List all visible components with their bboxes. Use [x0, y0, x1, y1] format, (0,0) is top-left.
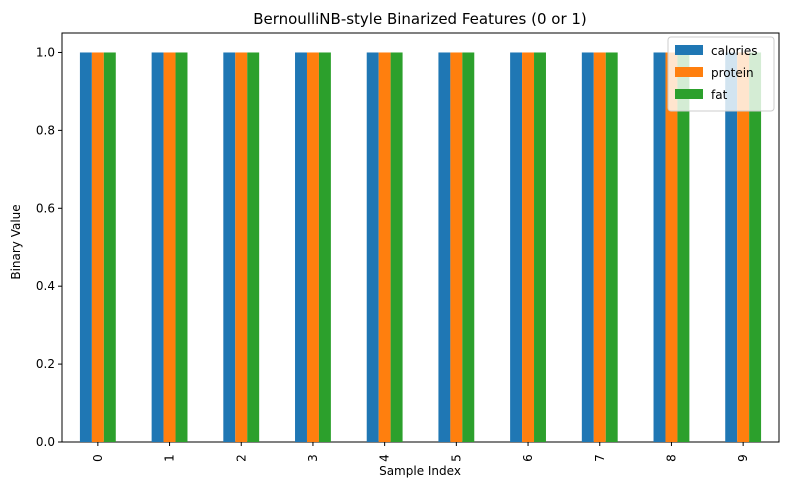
- bar-protein-2: [235, 52, 248, 442]
- y-tick-label: 0.0: [36, 435, 55, 449]
- x-tick-label: 6: [521, 454, 535, 462]
- legend-swatch-calories: [675, 45, 703, 55]
- bar-protein-8: [665, 52, 678, 442]
- bar-fat-4: [390, 52, 403, 442]
- x-tick-label: 0: [91, 454, 105, 462]
- legend-label-fat: fat: [711, 88, 728, 102]
- y-tick-label: 0.2: [36, 357, 55, 371]
- bar-fat-2: [247, 52, 260, 442]
- x-tick-label: 1: [163, 454, 177, 462]
- bar-protein-4: [378, 52, 391, 442]
- legend-swatch-fat: [675, 89, 703, 99]
- y-tick-label: 0.4: [36, 279, 55, 293]
- bar-fat-7: [605, 52, 618, 442]
- bar-calories-7: [581, 52, 594, 442]
- bar-calories-5: [438, 52, 451, 442]
- bar-calories-6: [510, 52, 523, 442]
- bar-protein-1: [163, 52, 176, 442]
- legend: calories protein fat: [667, 36, 775, 112]
- x-tick-label: 4: [378, 454, 392, 462]
- bar-calories-3: [295, 52, 307, 442]
- x-tick-label: 5: [449, 454, 463, 462]
- y-axis: 0.0 0.2 0.4 0.6 0.8 1.0: [36, 45, 62, 449]
- bar-protein-3: [306, 52, 319, 442]
- y-tick-label: 1.0: [36, 45, 55, 59]
- bar-calories-9: [725, 52, 738, 442]
- bar-fat-8: [677, 52, 690, 442]
- plot-area: [61, 32, 780, 443]
- bar-protein-5: [450, 52, 463, 442]
- plot-frame: [61, 32, 780, 443]
- y-tick-label: 0.8: [36, 123, 55, 137]
- x-tick-label: 3: [306, 454, 320, 462]
- bar-fat-9: [749, 52, 762, 442]
- x-axis: 0 1 2 3 4 5 6 7 8 9: [91, 442, 750, 462]
- bars: [79, 52, 762, 442]
- bar-fat-6: [534, 52, 546, 442]
- y-axis-label: Binary Value: [9, 204, 23, 279]
- bar-calories-1: [151, 52, 164, 442]
- x-tick-label: 7: [593, 454, 607, 462]
- bar-protein-7: [593, 52, 606, 442]
- bar-fat-1: [175, 52, 188, 442]
- x-tick-label: 9: [736, 454, 750, 462]
- bar-calories-2: [223, 52, 236, 442]
- bar-fat-0: [103, 52, 116, 442]
- x-tick-label: 8: [664, 454, 678, 462]
- bar-calories-4: [366, 52, 379, 442]
- bar-calories-8: [653, 52, 666, 442]
- bar-fat-5: [462, 52, 475, 442]
- bar-fat-3: [318, 52, 331, 442]
- y-tick-label: 0.6: [36, 201, 55, 215]
- x-tick-label: 2: [234, 454, 248, 462]
- bar-protein-6: [522, 52, 535, 442]
- bar-protein-9: [737, 52, 750, 442]
- legend-label-calories: calories: [711, 44, 758, 58]
- legend-swatch-protein: [675, 67, 703, 77]
- bar-protein-0: [91, 52, 104, 442]
- legend-label-protein: protein: [711, 66, 754, 80]
- chart-title: BernoulliNB-style Binarized Features (0 …: [253, 10, 587, 28]
- bar-calories-0: [79, 52, 92, 442]
- x-axis-label: Sample Index: [379, 464, 461, 478]
